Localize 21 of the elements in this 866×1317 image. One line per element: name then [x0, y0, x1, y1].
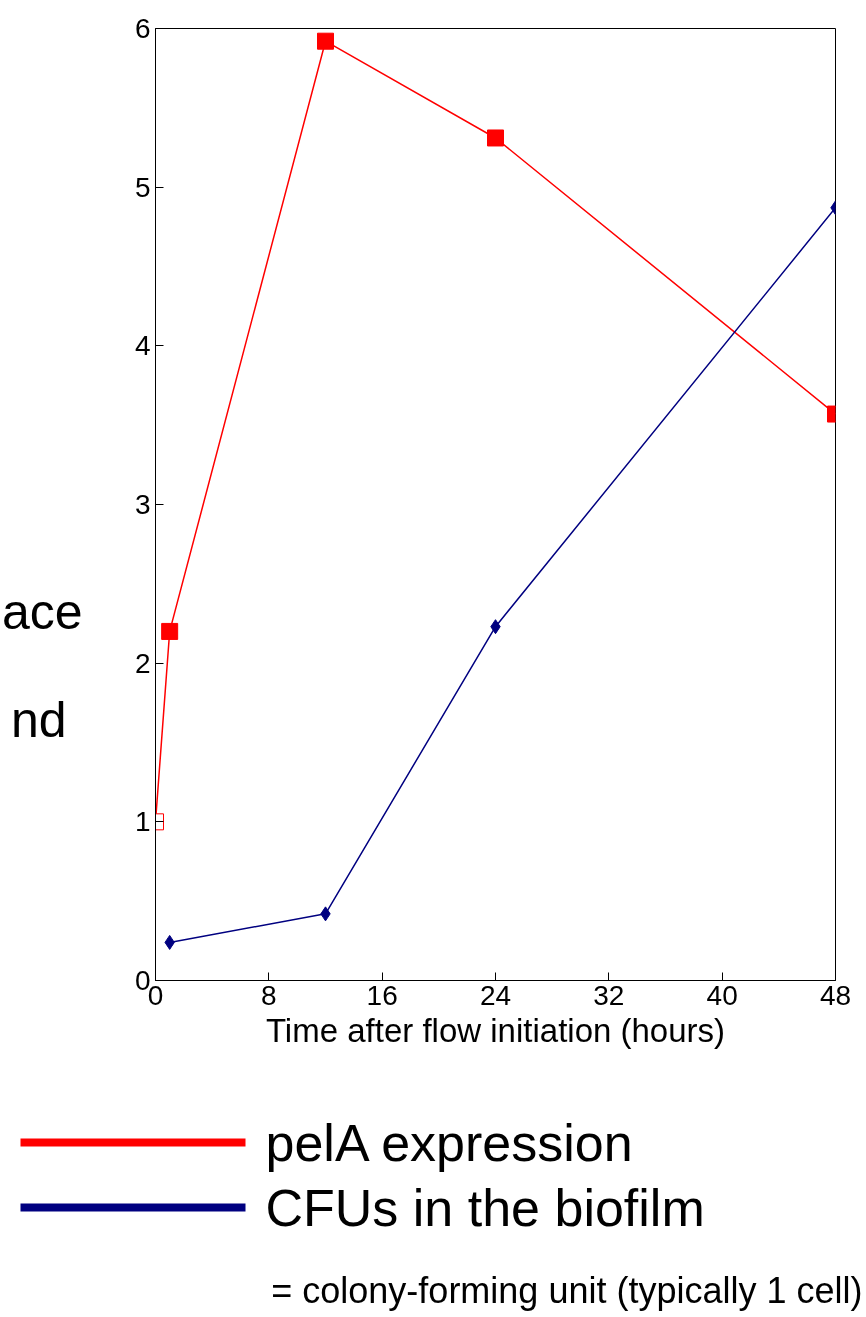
y-tick-label: 2: [134, 647, 151, 679]
point: [161, 622, 179, 640]
x-tick-label: 48: [819, 979, 852, 1011]
point: [487, 129, 504, 147]
y-tick-label: 4: [134, 330, 151, 362]
x-axis-title: Time after flow initiation (hours): [265, 1011, 726, 1049]
x-tick-label: 8: [261, 979, 277, 1011]
legend-label: CFUs in the biofilm: [265, 1178, 705, 1237]
x-tick-label: 24: [479, 979, 512, 1011]
y-tick-label: 5: [134, 171, 151, 203]
point: [317, 32, 334, 50]
y-tick-label: 6: [134, 13, 151, 44]
text: ace: [1, 584, 83, 641]
text: = colony-forming unit (typically 1 cell): [271, 1270, 863, 1311]
y-tick-label: 3: [134, 489, 151, 520]
x-tick-label: 40: [706, 979, 738, 1011]
text: nd: [10, 692, 67, 749]
y-tick-label: 1: [134, 806, 151, 838]
legend-label: pelA expression: [265, 1113, 633, 1172]
x-tick-label: 32: [593, 979, 625, 1011]
x-tick-label: 16: [366, 979, 398, 1011]
